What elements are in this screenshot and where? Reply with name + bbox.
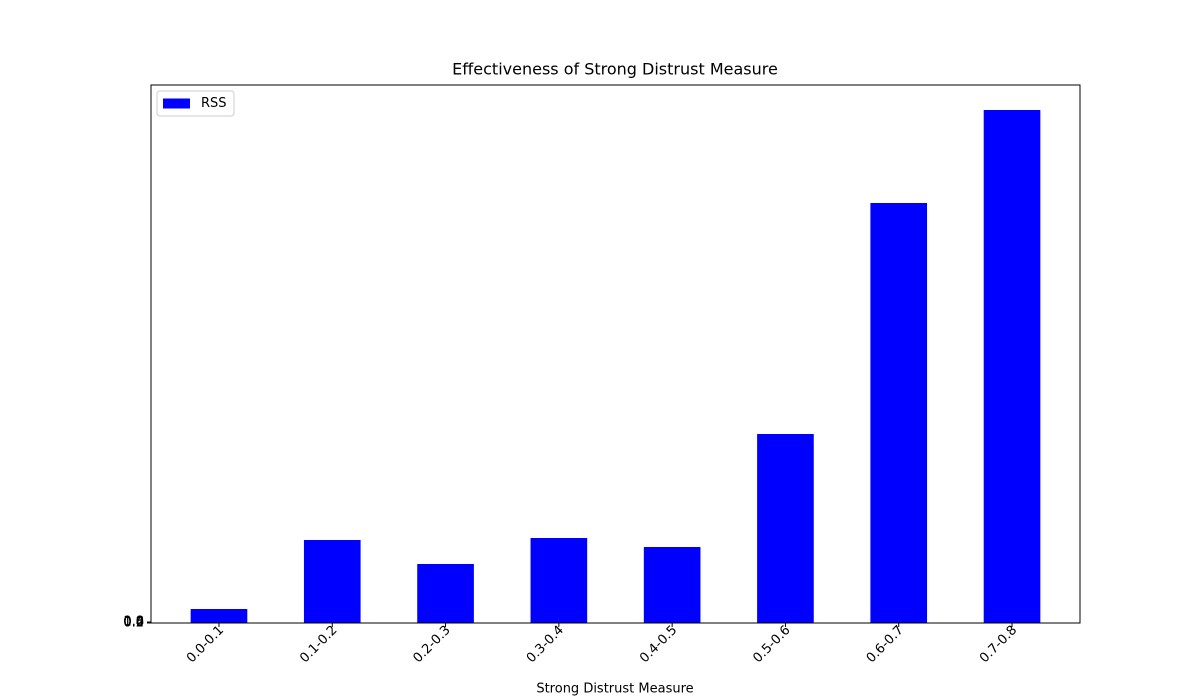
y-tick-label: 1.0 xyxy=(123,615,144,630)
plot-frame xyxy=(150,84,1081,624)
bar xyxy=(530,538,588,623)
bar xyxy=(417,564,474,623)
x-tick-label: 0.0-0.1 xyxy=(184,623,227,666)
legend-swatch xyxy=(163,98,190,109)
y-tick-label: 0.6 xyxy=(123,615,144,630)
legend-label: RSS xyxy=(201,96,227,111)
y-tick-label: 0.0 xyxy=(123,616,144,631)
x-tick-label: 0.6-0.7 xyxy=(864,623,907,666)
bar xyxy=(643,547,701,623)
x-tick-label: 0.7-0.8 xyxy=(977,623,1020,666)
legend-box xyxy=(156,90,235,117)
x-tick-label: 0.5-0.6 xyxy=(750,623,793,666)
x-tick-label: 0.2-0.3 xyxy=(411,623,454,666)
chart-title: Effectiveness of Strong Distrust Measure xyxy=(452,60,778,79)
x-tick-label: 0.1-0.2 xyxy=(297,623,340,666)
bar xyxy=(303,540,361,623)
bar xyxy=(870,203,928,623)
y-tick-label: 0.2 xyxy=(123,615,144,630)
bar xyxy=(190,609,248,623)
x-axis-label: Strong Distrust Measure xyxy=(536,682,693,697)
x-tick-label: 0.3-0.4 xyxy=(524,623,567,666)
x-tick-label: 0.4-0.5 xyxy=(637,623,680,666)
y-tick-label: 0.4 xyxy=(123,615,144,630)
y-tick-label: 0.8 xyxy=(123,615,144,630)
bar xyxy=(757,434,814,623)
bar xyxy=(983,110,1041,623)
